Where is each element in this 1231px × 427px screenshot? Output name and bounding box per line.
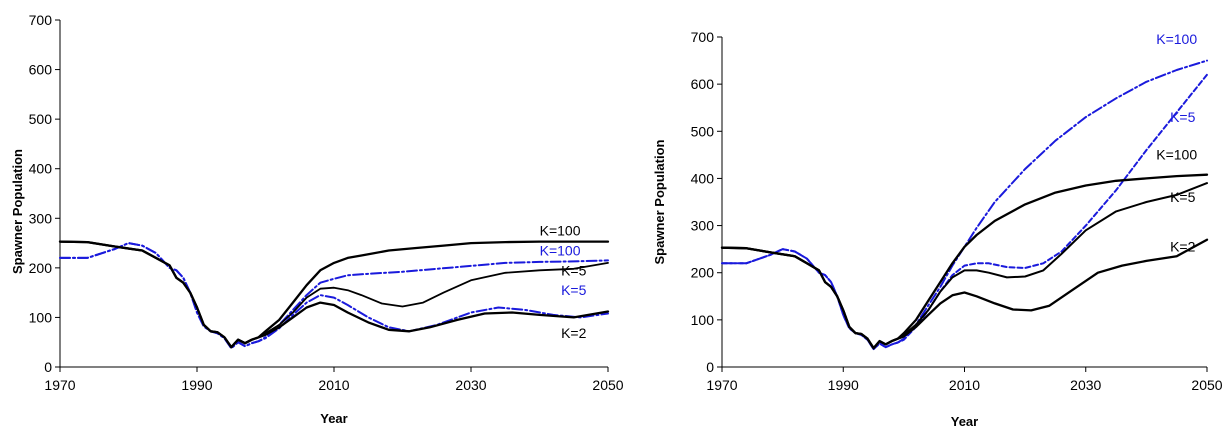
x-axis-title: Year — [320, 411, 347, 426]
x-tick-label: 2010 — [949, 377, 980, 393]
y-tick-label: 0 — [706, 359, 714, 375]
chart-left: 0 100 200 300 400 500 600 700 1970 1990 2010 2030 20… — [10, 12, 624, 426]
x-tick-label: 1970 — [706, 377, 737, 393]
series-annotation-label: K=5 — [1170, 189, 1196, 205]
y-tick-label: 300 — [691, 218, 715, 234]
y-tick-label: 400 — [691, 170, 715, 186]
chart-right: 0 100 200 300 400 500 600 700 1970 1990 2010 2030 20… — [652, 29, 1223, 427]
x-axis-title: Year — [951, 414, 978, 427]
x-tick-label: 2030 — [455, 377, 486, 393]
series-line-k5-2 — [59, 240, 609, 349]
y-tick-label: 100 — [29, 309, 53, 325]
y-tick-label: 0 — [44, 359, 52, 375]
x-tick-label: 2010 — [318, 377, 349, 393]
y-tick-label: 500 — [691, 123, 715, 139]
series-line-k100-2 — [720, 173, 1209, 350]
x-tick-label: 1970 — [44, 377, 75, 393]
series-annotation-label: K=5 — [561, 262, 587, 278]
y-tick-label: 500 — [29, 111, 53, 127]
series-annotation-label: K=100 — [540, 223, 581, 239]
x-tick-label: 2050 — [1191, 377, 1222, 393]
y-axis-title: Spawner Population — [10, 149, 25, 274]
series-annotation-label: K=2 — [561, 325, 587, 341]
series-line-k100-0 — [58, 240, 610, 349]
series-annotation-label: K=5 — [561, 282, 587, 298]
series-annotation-label: K=2 — [1170, 239, 1196, 255]
series-line-k2-4 — [58, 240, 610, 349]
series-line-k5-1 — [721, 73, 1208, 351]
series-annotation-label: K=5 — [1170, 109, 1196, 125]
x-tick-label: 2030 — [1070, 377, 1101, 393]
x-tick-label: 2050 — [592, 377, 623, 393]
series-line-k2-4 — [720, 238, 1209, 350]
series-annotation-label: K=100 — [1156, 31, 1197, 47]
series-annotation-label: K=100 — [540, 242, 581, 258]
y-tick-label: 600 — [29, 62, 53, 78]
y-tick-label: 400 — [29, 161, 53, 177]
series-line-k5-3 — [59, 242, 609, 350]
y-tick-label: 600 — [691, 76, 715, 92]
y-axis-title: Spawner Population — [652, 139, 667, 264]
y-tick-label: 200 — [29, 260, 53, 276]
y-tick-label: 700 — [691, 29, 715, 45]
series-line-k100-1 — [59, 242, 609, 350]
series-annotation-label: K=100 — [1156, 147, 1197, 163]
x-tick-label: 1990 — [181, 377, 212, 393]
y-tick-label: 200 — [691, 265, 715, 281]
y-tick-label: 700 — [29, 12, 53, 28]
y-tick-label: 300 — [29, 210, 53, 226]
x-tick-label: 1990 — [828, 377, 859, 393]
y-tick-label: 100 — [691, 312, 715, 328]
